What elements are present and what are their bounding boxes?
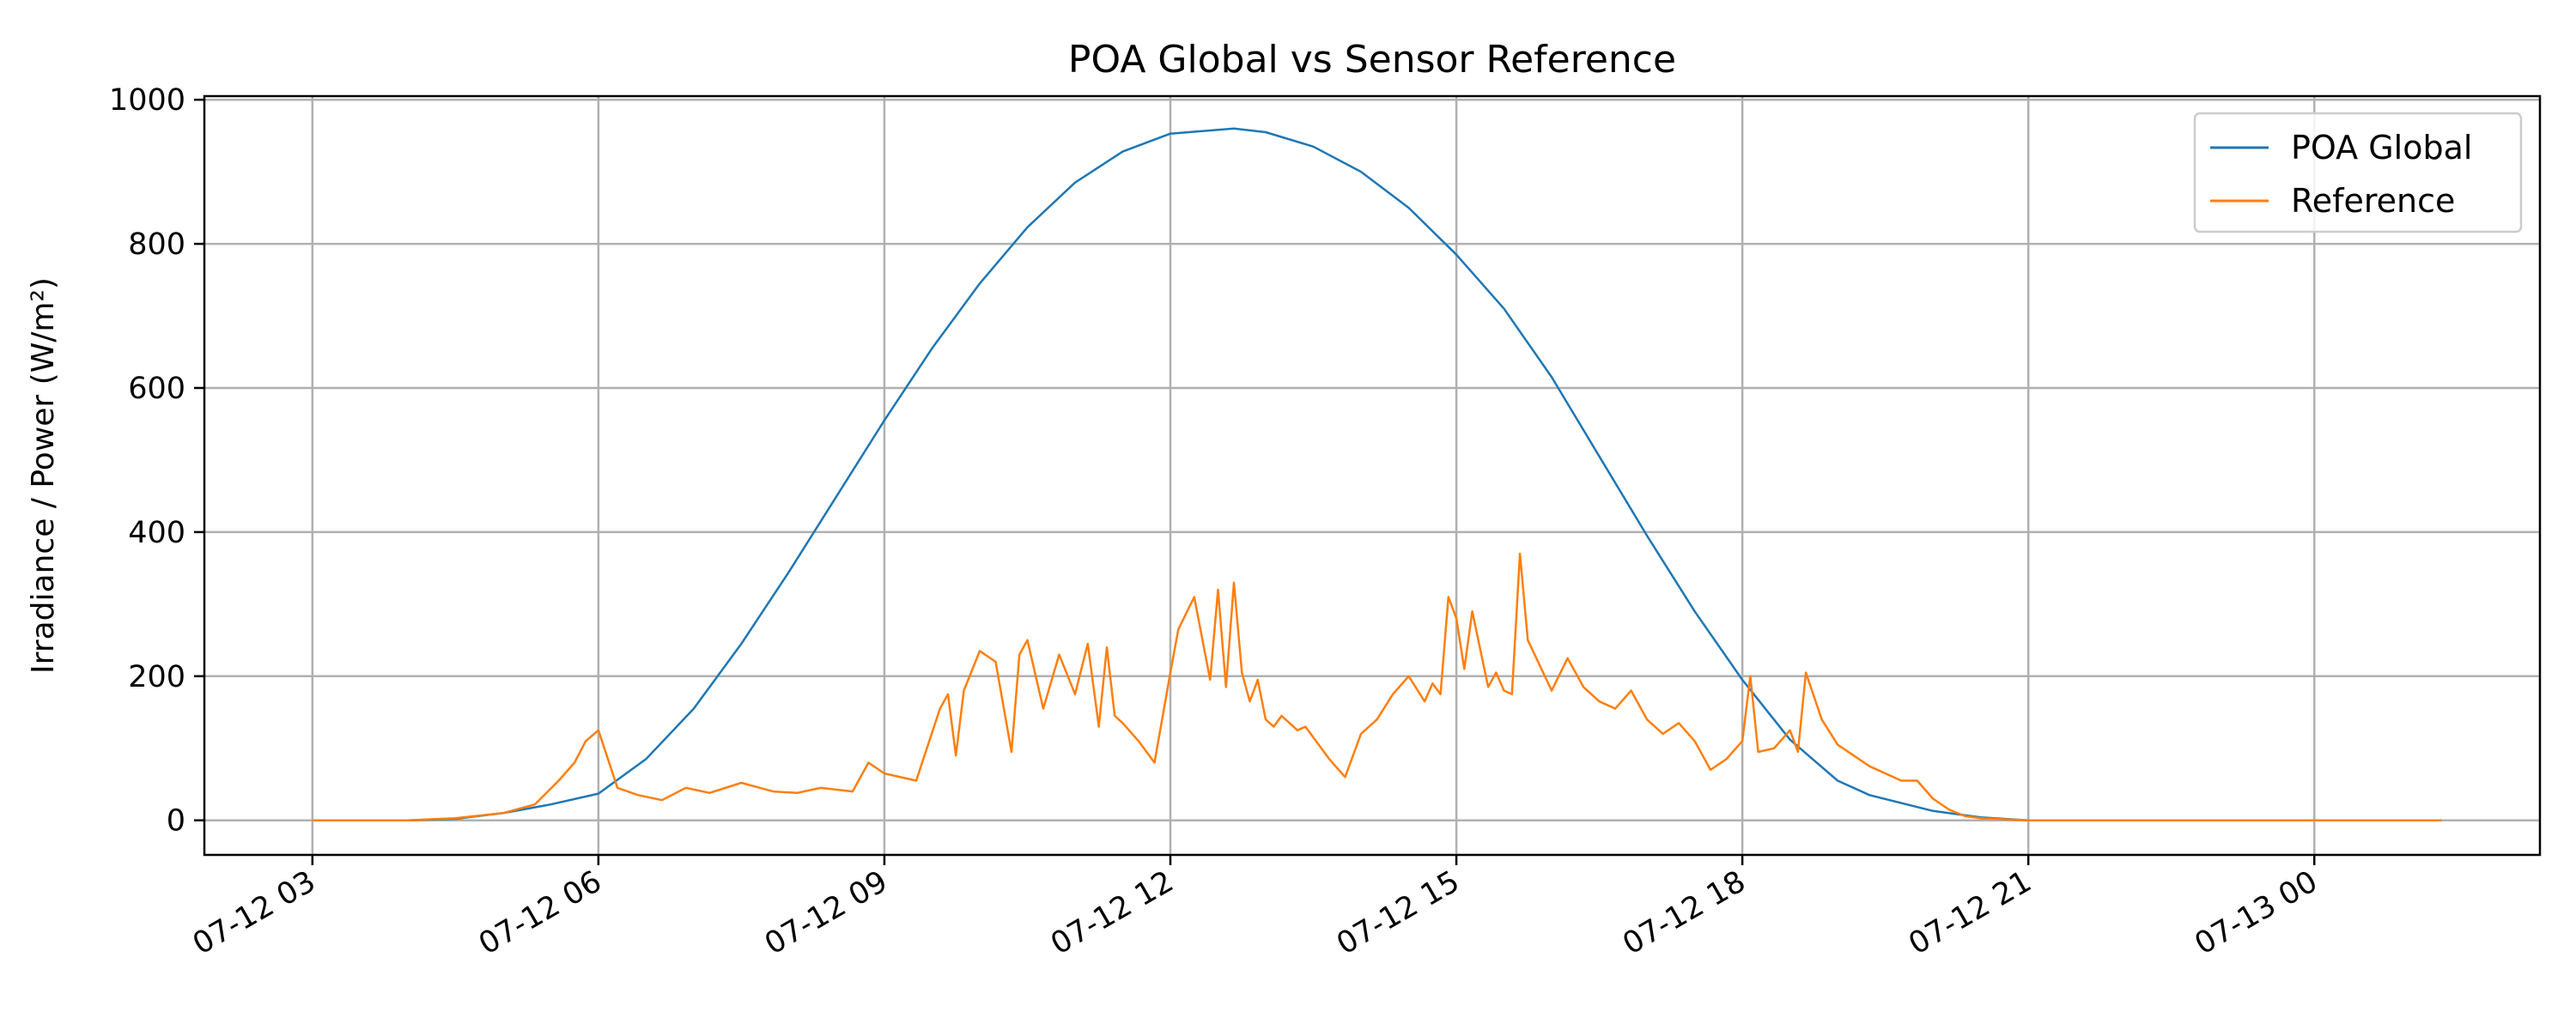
y-tick-label: 800 <box>128 227 185 262</box>
y-tick-label: 0 <box>167 804 185 839</box>
legend-label: POA Global <box>2291 129 2472 167</box>
y-tick-label: 1000 <box>109 83 185 118</box>
series-line-poa-global <box>312 127 2442 821</box>
grid <box>204 96 2540 855</box>
y-tick-label: 400 <box>128 516 185 550</box>
y-tick-label: 200 <box>128 660 185 694</box>
series-line-reference <box>312 552 2442 821</box>
y-tick-label: 600 <box>128 372 185 406</box>
legend-label: Reference <box>2291 182 2455 220</box>
legend-box <box>2193 112 2523 233</box>
legend: POA Global Reference <box>2193 112 2523 233</box>
plot-frame <box>203 94 2542 857</box>
plot-series <box>312 127 2442 821</box>
y-axis-title: Irradiance / Power (W/m²) <box>26 277 61 674</box>
chart-title: POA Global vs Sensor Reference <box>1068 38 1676 82</box>
